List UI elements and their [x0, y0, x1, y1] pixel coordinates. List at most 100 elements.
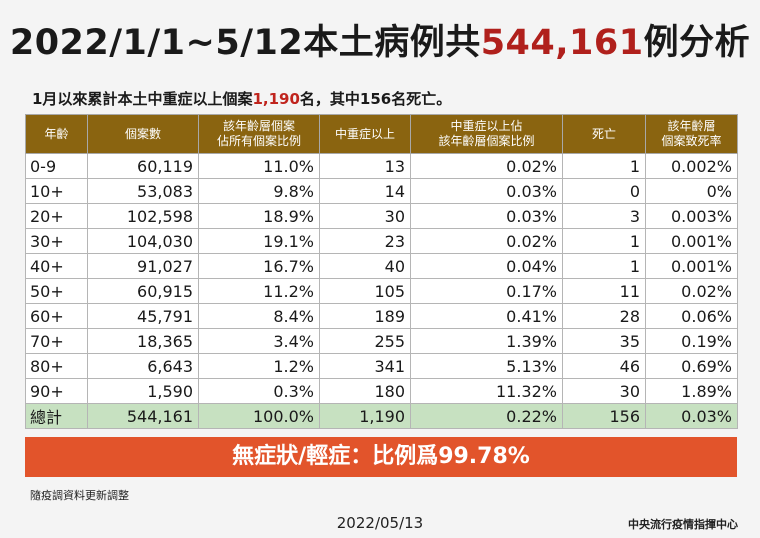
table-cell: 0.02% [410, 228, 563, 254]
age-group-cell: 0-9 [25, 153, 88, 179]
column-header-line: 該年齡層個案比例 [438, 134, 535, 148]
table-cell: 11.32% [410, 378, 563, 404]
column-header: 中重症以上 [319, 114, 411, 154]
table-cell: 0.17% [410, 278, 563, 304]
table-cell: 1 [562, 253, 646, 279]
table-cell: 1 [562, 153, 646, 179]
table-row: 90+ 1,590 0.3% 180 11.32% 30 1.89% [25, 378, 738, 404]
page-title: 2022/1/1~5/12本土病例共544,161例分析 [0, 14, 760, 65]
total-row: 總計 544,161 100.0% 1,190 0.22% 156 0.03% [25, 403, 738, 429]
table-cell: 1,590 [87, 378, 199, 404]
table-cell: 0.03% [645, 403, 738, 429]
column-header-line: 死亡 [591, 126, 616, 141]
table-cell: 1.2% [198, 353, 320, 379]
report-date: 2022/05/13 [336, 514, 424, 532]
table-cell: 91,027 [87, 253, 199, 279]
table-row: 50+ 60,915 11.2% 105 0.17% 11 0.02% [25, 278, 738, 304]
footnote: 隨疫調資料更新調整 [30, 489, 129, 502]
table-cell: 5.13% [410, 353, 563, 379]
table-cell: 0.41% [410, 303, 563, 329]
table-cell: 544,161 [87, 403, 199, 429]
table-cell: 19.1% [198, 228, 320, 254]
table-cell: 46 [562, 353, 646, 379]
age-group-cell: 90+ [25, 378, 88, 404]
table-row: 30+ 104,030 19.1% 23 0.02% 1 0.001% [25, 228, 738, 254]
table-cell: 6,643 [87, 353, 199, 379]
table-cell: 0.3% [198, 378, 320, 404]
table-cell: 0 [562, 178, 646, 204]
table-cell: 105 [319, 278, 411, 304]
column-header-line: 年齡 [44, 126, 69, 141]
age-group-cell: 30+ [25, 228, 88, 254]
column-header: 該年齡層 個案致死率 [645, 114, 738, 154]
column-header: 死亡 [562, 114, 646, 154]
table-cell: 0.03% [410, 203, 563, 229]
table-cell: 0.06% [645, 303, 738, 329]
subtitle-suffix: 名，其中156名死亡。 [299, 90, 452, 108]
column-header-line: 個案致死率 [661, 134, 722, 148]
table-body: 0-9 60,119 11.0% 13 0.02% 1 0.002% 10+ 53,083 9.8… [25, 153, 738, 429]
column-header-line: 佔所有個案比例 [216, 134, 301, 148]
table-cell: 0.69% [645, 353, 738, 379]
table-cell: 189 [319, 303, 411, 329]
column-header-line: 該年齡層 [667, 119, 716, 133]
table-cell: 60,119 [87, 153, 199, 179]
table-cell: 180 [319, 378, 411, 404]
table-cell: 18.9% [198, 203, 320, 229]
table-cell: 45,791 [87, 303, 199, 329]
table-cell: 341 [319, 353, 411, 379]
table-cell: 28 [562, 303, 646, 329]
subtitle-prefix: 1月以來累計本土中重症以上個案 [32, 90, 253, 108]
table-cell: 53,083 [87, 178, 199, 204]
table-cell: 35 [562, 328, 646, 354]
table-cell: 60,915 [87, 278, 199, 304]
table-cell: 1.39% [410, 328, 563, 354]
table-cell: 18,365 [87, 328, 199, 354]
column-header: 該年齡層個案 佔所有個案比例 [198, 114, 320, 154]
organization-name: 中央流行疫情指揮中心 [628, 518, 738, 531]
table-cell: 11.2% [198, 278, 320, 304]
table-cell: 156 [562, 403, 646, 429]
table-cell: 1.89% [645, 378, 738, 404]
column-header: 個案數 [87, 114, 199, 154]
age-group-cell: 20+ [25, 203, 88, 229]
table-row: 10+ 53,083 9.8% 14 0.03% 0 0% [25, 178, 738, 204]
table-header-row: 年齡 個案數 該年齡層個案 佔所有個案比例 中重症以上 中重症以上佔 該年齡層個案比例 死亡該… [25, 114, 738, 154]
table-cell: 1,190 [319, 403, 411, 429]
table-row: 40+ 91,027 16.7% 40 0.04% 1 0.001% [25, 253, 738, 279]
table-cell: 102,598 [87, 203, 199, 229]
table-cell: 100.0% [198, 403, 320, 429]
table-row: 80+ 6,643 1.2% 341 5.13% 46 0.69% [25, 353, 738, 379]
table-row: 60+ 45,791 8.4% 189 0.41% 28 0.06% [25, 303, 738, 329]
table-cell: 0.19% [645, 328, 738, 354]
table-cell: 13 [319, 153, 411, 179]
age-group-cell: 60+ [25, 303, 88, 329]
table-cell: 30 [319, 203, 411, 229]
table-row: 0-9 60,119 11.0% 13 0.02% 1 0.002% [25, 153, 738, 179]
age-group-cell: 40+ [25, 253, 88, 279]
table-cell: 0.02% [410, 153, 563, 179]
column-header-line: 個案數 [124, 126, 161, 141]
table-cell: 16.7% [198, 253, 320, 279]
table-cell: 255 [319, 328, 411, 354]
table-cell: 11.0% [198, 153, 320, 179]
age-group-cell: 10+ [25, 178, 88, 204]
table-cell: 23 [319, 228, 411, 254]
title-suffix: 例分析 [643, 23, 751, 63]
table-cell: 14 [319, 178, 411, 204]
column-header-line: 中重症以上 [334, 126, 395, 141]
subtitle: 1月以來累計本土中重症以上個案1,190名，其中156名死亡。 [32, 88, 451, 109]
subtitle-severe-count: 1,190 [252, 90, 300, 108]
table-cell: 104,030 [87, 228, 199, 254]
age-group-cell: 總計 [25, 403, 88, 429]
table-cell: 0.003% [645, 203, 738, 229]
table-cell: 0.001% [645, 228, 738, 254]
table-cell: 40 [319, 253, 411, 279]
title-case-count: 544,161 [480, 23, 644, 63]
table-cell: 0.03% [410, 178, 563, 204]
table-cell: 9.8% [198, 178, 320, 204]
table-row: 70+ 18,365 3.4% 255 1.39% 35 0.19% [25, 328, 738, 354]
table-cell: 11 [562, 278, 646, 304]
age-group-cell: 70+ [25, 328, 88, 354]
age-group-cell: 80+ [25, 353, 88, 379]
